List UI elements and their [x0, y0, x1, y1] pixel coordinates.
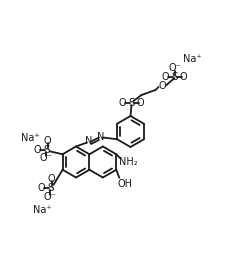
- Text: O⁻: O⁻: [39, 153, 52, 163]
- Text: S: S: [47, 183, 54, 193]
- Text: O: O: [38, 183, 45, 193]
- Text: O: O: [159, 81, 166, 91]
- Text: O: O: [162, 72, 169, 82]
- Text: O: O: [48, 174, 55, 184]
- Text: NH₂: NH₂: [119, 157, 138, 167]
- Text: N: N: [85, 136, 93, 147]
- Text: S: S: [128, 98, 135, 108]
- Text: OH: OH: [118, 179, 133, 189]
- Text: S: S: [43, 145, 50, 155]
- Text: O⁻: O⁻: [43, 192, 56, 202]
- Text: Na⁺: Na⁺: [183, 54, 202, 64]
- Text: N: N: [97, 133, 105, 142]
- Text: O⁻: O⁻: [168, 63, 181, 73]
- Text: S: S: [171, 72, 178, 82]
- Text: Na⁺: Na⁺: [21, 133, 40, 143]
- Text: O: O: [119, 98, 126, 108]
- Text: O: O: [44, 136, 51, 146]
- Text: O: O: [180, 72, 187, 82]
- Text: Na⁺: Na⁺: [33, 205, 52, 215]
- Text: O: O: [34, 145, 41, 155]
- Text: O: O: [137, 98, 144, 108]
